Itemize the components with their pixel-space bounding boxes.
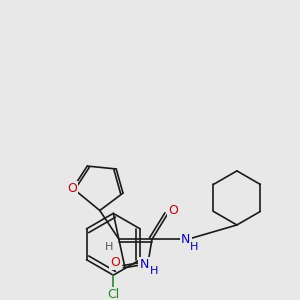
Text: H: H	[150, 266, 158, 276]
Text: H: H	[190, 242, 199, 252]
Text: N: N	[140, 258, 149, 271]
Text: H: H	[105, 242, 114, 252]
Text: O: O	[168, 204, 178, 217]
Text: O: O	[110, 256, 120, 269]
Text: N: N	[181, 233, 190, 246]
Text: O: O	[67, 182, 77, 195]
Text: Cl: Cl	[107, 288, 119, 300]
